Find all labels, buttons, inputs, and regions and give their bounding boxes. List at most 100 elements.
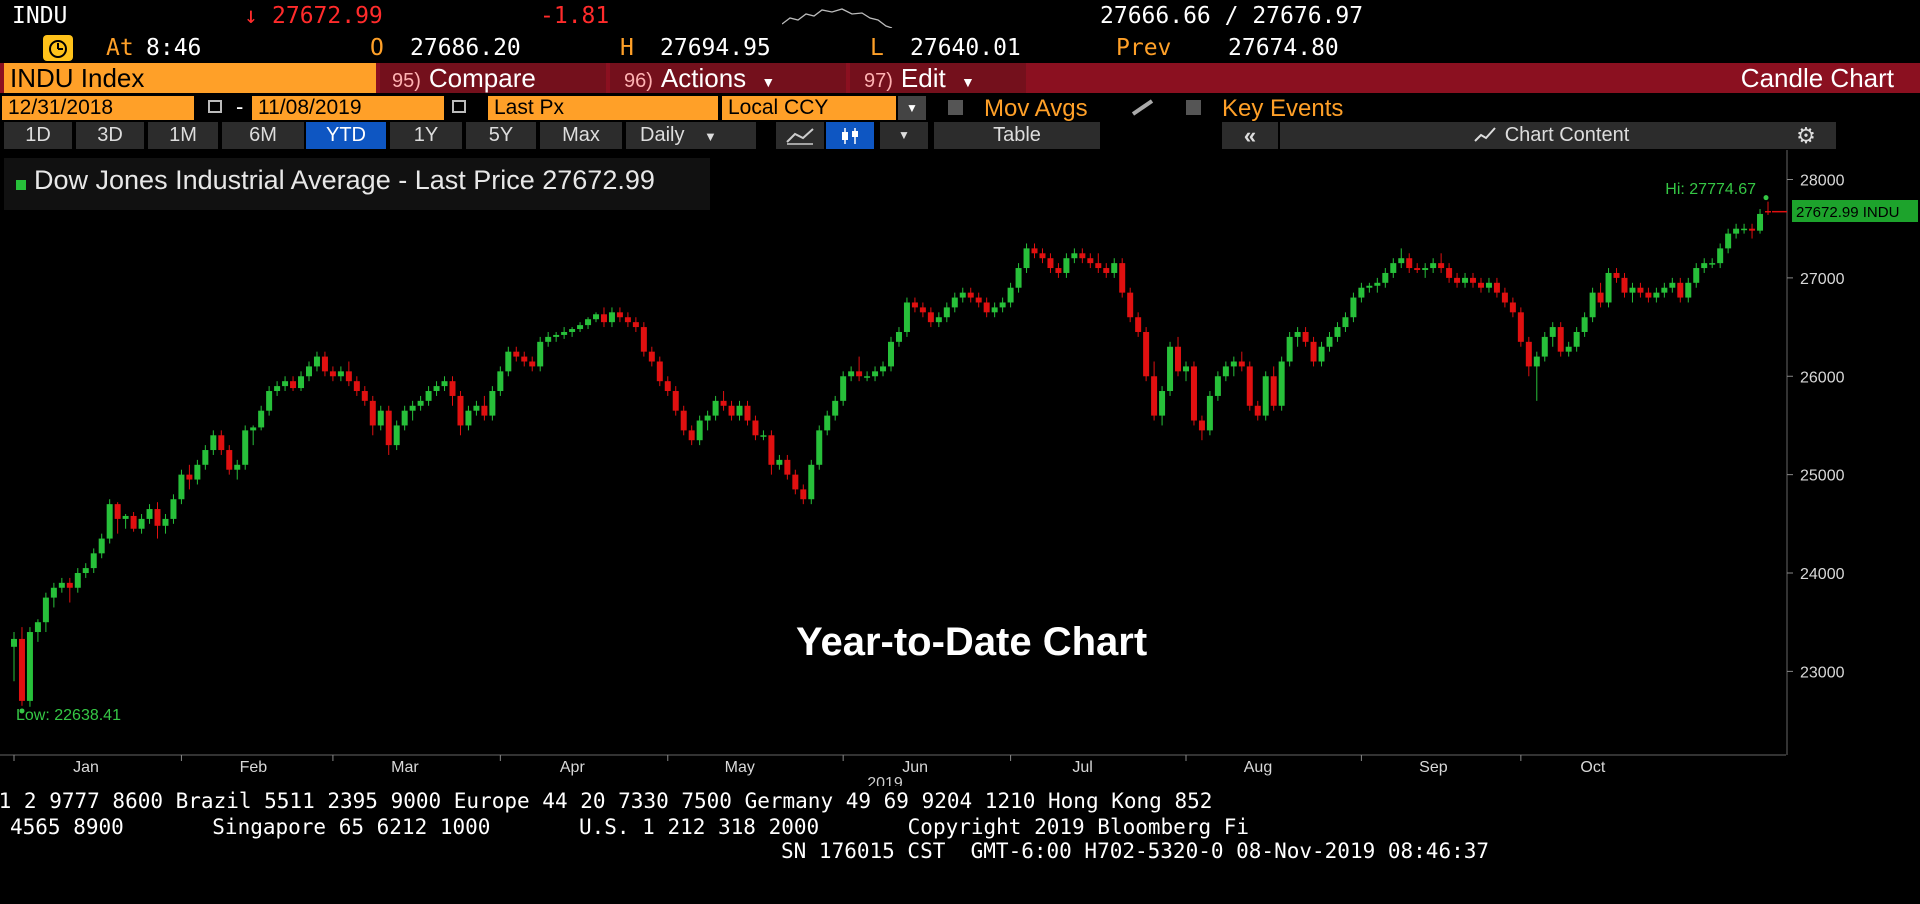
- candle: [329, 366, 336, 382]
- footer-session: SN 176015 CST GMT-6:00 H702-5320-0 08-No…: [781, 839, 1490, 863]
- time-label: At: [106, 35, 134, 61]
- edit-number: 97): [864, 70, 893, 92]
- tab-6m[interactable]: 6M: [222, 122, 304, 149]
- candle: [1206, 391, 1213, 436]
- candle: [505, 346, 512, 377]
- candle: [895, 327, 902, 347]
- candle: [872, 366, 879, 382]
- calendar-icon[interactable]: [208, 100, 222, 113]
- candle: [1374, 277, 1381, 293]
- candle-chart-icon[interactable]: [826, 122, 874, 149]
- candle: [999, 297, 1006, 313]
- high-label: H: [620, 35, 634, 61]
- candle: [26, 627, 33, 707]
- tab-max[interactable]: Max: [540, 122, 622, 149]
- prev-value: 27674.80: [1228, 35, 1339, 61]
- tab-3d[interactable]: 3D: [76, 122, 144, 149]
- candle: [457, 391, 464, 436]
- mov-avgs-checkbox[interactable]: [948, 100, 963, 115]
- frequency-label: Daily: [640, 124, 685, 146]
- chevron-down-icon[interactable]: ▼: [898, 96, 926, 120]
- candle: [1613, 268, 1620, 283]
- candle: [1541, 331, 1548, 362]
- currency-selector[interactable]: Local CCY: [722, 96, 896, 120]
- candle: [130, 512, 137, 532]
- pencil-icon[interactable]: [1130, 97, 1156, 117]
- gear-icon[interactable]: ⚙: [1776, 122, 1836, 149]
- table-button[interactable]: Table: [934, 122, 1100, 149]
- candle: [1366, 282, 1373, 293]
- candle: [776, 454, 783, 470]
- field-selector[interactable]: Last Px: [488, 96, 718, 120]
- open-value: 27686.20: [410, 35, 521, 61]
- candle: [1103, 263, 1110, 278]
- collapse-icon[interactable]: «: [1222, 122, 1278, 149]
- candle: [1175, 336, 1182, 377]
- last-price: 27672.99: [272, 3, 383, 29]
- candle: [1167, 341, 1174, 396]
- chevron-down-icon[interactable]: ▼: [880, 122, 928, 149]
- candle: [218, 430, 225, 455]
- x-axis-tick-label: Oct: [1580, 759, 1605, 776]
- low-value: 27640.01: [910, 35, 1021, 61]
- candle: [417, 395, 424, 411]
- candle: [489, 386, 496, 421]
- candle: [1406, 253, 1413, 273]
- line-chart-icon[interactable]: [776, 122, 824, 149]
- candle: [1055, 263, 1062, 278]
- frequency-selector[interactable]: Daily ▼: [626, 122, 756, 149]
- tab-1d[interactable]: 1D: [4, 122, 72, 149]
- candle: [1135, 312, 1142, 337]
- start-date-field[interactable]: 12/31/2018: [2, 96, 194, 120]
- candle: [1390, 258, 1397, 278]
- y-axis-tick-label: 27000: [1800, 271, 1845, 288]
- legend-label: Dow Jones Industrial Average - Last Pric…: [34, 165, 655, 195]
- candle: [1182, 361, 1189, 382]
- candle: [632, 317, 639, 332]
- candle: [1589, 287, 1596, 323]
- high-value: 27694.95: [660, 35, 771, 61]
- candle: [1565, 341, 1572, 357]
- tab-1m[interactable]: 1M: [148, 122, 218, 149]
- quote-header-line1: INDU ↓ 27672.99 -1.81 27666.66 / 27676.9…: [0, 0, 1920, 32]
- candle: [74, 568, 81, 593]
- tab-1y[interactable]: 1Y: [390, 122, 462, 149]
- calendar-icon[interactable]: [452, 100, 466, 113]
- end-date-field[interactable]: 11/08/2019: [252, 96, 444, 120]
- candle: [425, 386, 432, 406]
- candle: [1438, 253, 1445, 273]
- candle: [1485, 277, 1492, 293]
- key-events-checkbox[interactable]: [1186, 100, 1201, 115]
- candle: [1127, 287, 1134, 323]
- compare-button[interactable]: 95) Compare: [380, 63, 606, 93]
- edit-menu[interactable]: 97) Edit ▼: [850, 63, 1026, 93]
- candle: [274, 381, 281, 396]
- candle: [18, 627, 25, 706]
- candle: [720, 391, 727, 411]
- candle: [154, 502, 161, 539]
- candle: [1454, 272, 1461, 288]
- candle: [744, 400, 751, 426]
- candle: [266, 386, 273, 416]
- candle-chart: Jan Feb Mar Apr May Jun Jul Aug Sep Oct 23000 2400…: [0, 150, 1918, 786]
- security-field[interactable]: INDU Index: [4, 63, 376, 93]
- chevron-down-icon: ▼: [761, 74, 776, 90]
- candle: [1621, 272, 1628, 298]
- candle: [1661, 282, 1668, 298]
- candle: [736, 400, 743, 421]
- candle: [1151, 361, 1158, 421]
- tab-5y[interactable]: 5Y: [466, 122, 536, 149]
- tab-ytd[interactable]: YTD: [306, 122, 386, 149]
- series-color-swatch: [16, 180, 26, 190]
- candle: [1087, 253, 1094, 269]
- chart-content-label: Chart Content: [1504, 124, 1630, 146]
- candle: [624, 312, 631, 328]
- candle: [616, 307, 623, 323]
- actions-menu[interactable]: 96) Actions ▼: [610, 63, 846, 93]
- candle: [1765, 201, 1771, 215]
- candle: [1629, 282, 1636, 303]
- candle: [377, 405, 384, 431]
- candle: [66, 577, 73, 603]
- chart-content-button[interactable]: Chart Content: [1280, 122, 1822, 149]
- candle: [401, 405, 408, 431]
